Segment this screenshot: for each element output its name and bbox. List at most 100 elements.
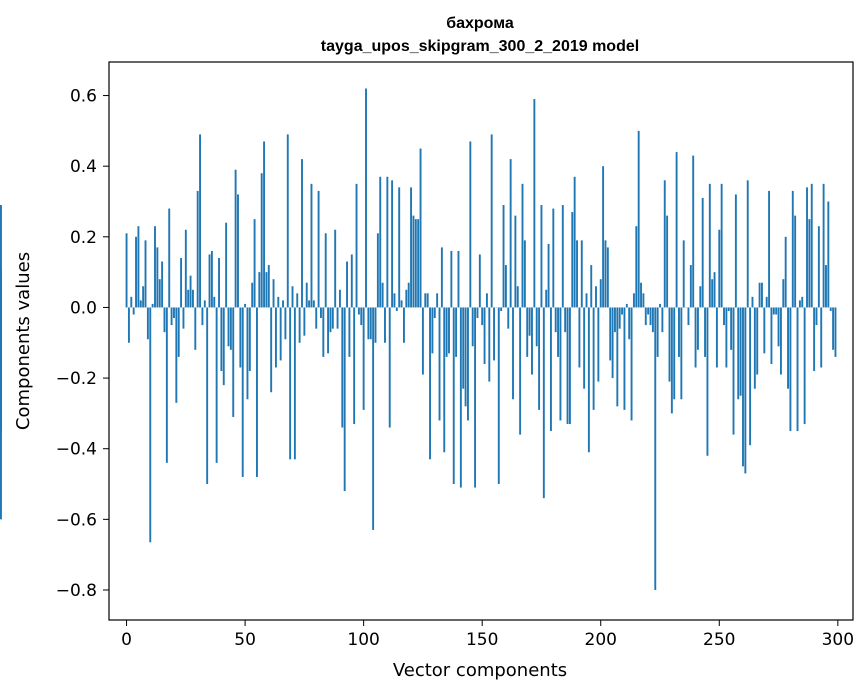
bar-228	[666, 215, 669, 308]
bar-282	[794, 215, 797, 308]
bar-85	[327, 307, 330, 354]
bar-256	[732, 307, 735, 435]
bar-188	[571, 212, 574, 308]
bar-186	[566, 307, 569, 424]
bar-91	[341, 307, 344, 428]
bar-92	[343, 307, 346, 492]
bar-276	[779, 307, 782, 375]
bar-105	[374, 307, 377, 343]
bar-234	[680, 307, 683, 400]
x-tick-label: 0	[121, 630, 132, 650]
bar-106	[376, 233, 379, 308]
x-tick-label: 300	[822, 630, 854, 650]
bar-71	[293, 307, 296, 460]
bar-37	[213, 296, 216, 308]
bar-291	[815, 307, 818, 326]
bar-32	[201, 307, 204, 326]
bar-251	[720, 183, 723, 308]
bar-44	[229, 307, 232, 350]
bar-289	[810, 183, 813, 308]
bar-248	[713, 272, 716, 308]
bar-81	[317, 190, 320, 308]
bar-149	[478, 254, 481, 308]
bar-30	[196, 190, 199, 308]
bar-139	[455, 307, 458, 357]
bar-61	[270, 307, 273, 393]
bar-35	[208, 254, 211, 308]
bar-129	[431, 307, 434, 354]
bar-193	[583, 307, 586, 389]
bar-262	[746, 180, 749, 308]
bar-225	[659, 303, 661, 308]
bar-19	[170, 307, 173, 326]
bar-237	[687, 307, 690, 326]
bar-179	[549, 307, 552, 432]
bar-125	[421, 307, 424, 375]
bar-202	[604, 240, 607, 308]
bar-102	[367, 307, 370, 340]
bar-8	[144, 240, 147, 308]
bar-99	[360, 307, 363, 326]
bar-215	[635, 226, 638, 308]
bar-138	[452, 307, 455, 485]
bar-103	[369, 307, 372, 340]
bar-undefined	[0, 282, 2, 308]
bar-94	[348, 307, 351, 357]
x-tick-label: 150	[466, 630, 498, 650]
bar-undefined	[0, 307, 2, 520]
bar-297	[829, 307, 832, 311]
bar-132	[438, 307, 441, 421]
bar-201	[602, 166, 605, 308]
bar-224	[656, 307, 659, 357]
bar-174	[538, 307, 541, 410]
bar-223	[654, 307, 657, 590]
bar-295	[825, 265, 827, 308]
bar-127	[426, 293, 429, 308]
bar-229	[668, 307, 671, 382]
bar-158	[500, 307, 503, 311]
bar-118	[405, 289, 408, 308]
bar-294	[822, 183, 825, 308]
bar-27	[189, 275, 192, 308]
bar-96	[353, 307, 356, 424]
bar-80	[315, 307, 318, 329]
bar-77	[308, 300, 311, 308]
bar-82	[320, 307, 322, 319]
bar-221	[649, 307, 652, 326]
bar-241	[696, 307, 699, 350]
bar-163	[512, 307, 514, 400]
bar-95	[350, 254, 353, 308]
bar-0	[125, 233, 128, 308]
bar-23	[180, 258, 183, 308]
bar-6	[139, 300, 142, 308]
bar-69	[289, 307, 292, 460]
bar-213	[630, 307, 633, 421]
bar-284	[798, 300, 801, 308]
bar-41	[222, 307, 225, 386]
bar-275	[777, 307, 780, 347]
bar-45	[232, 307, 235, 417]
bar-217	[640, 282, 642, 308]
x-tick-label: 100	[347, 630, 379, 650]
bar-100	[362, 307, 365, 410]
bar-279	[787, 307, 789, 389]
bar-142	[462, 307, 465, 389]
bar-15	[161, 261, 164, 308]
y-axis-label: Components values	[13, 252, 34, 430]
bar-74	[301, 159, 303, 308]
bar-176	[542, 307, 545, 499]
bar-233	[678, 307, 680, 357]
bar-259	[739, 307, 742, 396]
bar-252	[723, 307, 725, 326]
bar-28	[191, 289, 194, 308]
bar-56	[258, 272, 261, 308]
bar-14	[158, 279, 161, 308]
bar-60	[267, 265, 270, 308]
bar-50	[244, 303, 247, 308]
bar-130	[433, 307, 436, 319]
bar-155	[493, 307, 495, 361]
bar-242	[699, 286, 702, 308]
bar-87	[331, 307, 334, 329]
bar-124	[419, 148, 422, 308]
bar-68	[286, 134, 289, 308]
